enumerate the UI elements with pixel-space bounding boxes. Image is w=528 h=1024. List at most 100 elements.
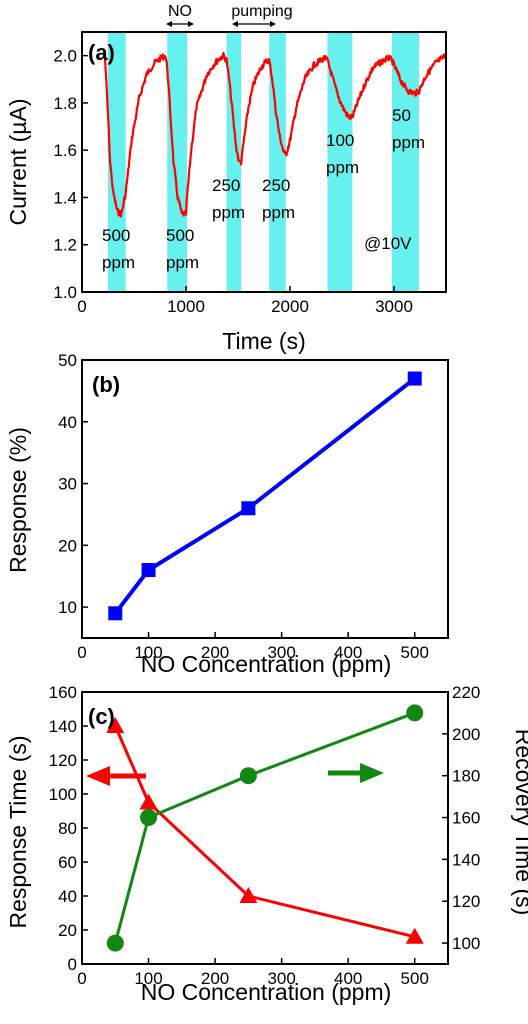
no-exposure-band-0: [108, 32, 126, 292]
recovery-time-point-1: [140, 809, 158, 827]
panel-label-a: (a): [88, 40, 115, 65]
response-time-point-0: [106, 717, 125, 733]
response-series-line: [113, 376, 416, 615]
y-axis-c-left-tick-label-6: 120: [49, 751, 77, 770]
response-series-markers: [108, 371, 422, 621]
x-axis-a-tick-label-3: 3000: [375, 297, 413, 316]
y-axis-c-right-tick-label-5: 200: [452, 725, 480, 744]
x-axis-b-tick-label-4: 400: [334, 643, 362, 662]
x-axis-b-tick-label-5: 500: [401, 643, 429, 662]
voltage-annotation: @10V: [364, 234, 412, 253]
x-axis-label-a: Time (s): [222, 328, 305, 354]
x-axis-a-tick-label-0: 0: [77, 297, 86, 316]
y-axis-b-tick-label-4: 50: [58, 351, 77, 370]
y-axis-ticks-a: 1.0 1.2 1.4 1.6 1.8 2.0: [53, 47, 88, 302]
recovery-time-point-2: [239, 767, 257, 785]
x-axis-b-tick-label-1: 100: [134, 643, 162, 662]
conc-label-2-unit: ppm: [166, 253, 199, 272]
x-axis-c-tick-label-0: 0: [77, 969, 86, 988]
x-axis-c-tick-label-3: 300: [267, 969, 295, 988]
recovery-time-markers: [106, 704, 424, 952]
conc-label-3-value: 250: [212, 176, 240, 195]
panel-a-current-vs-time: 0 1000 2000 3000 1.0 1.2 1.4 1.6 1.8 2.0 Time (s…: [5, 3, 448, 354]
y-axis-b-tick-label-2: 30: [58, 475, 77, 494]
y-axis-c-left-tick-label-3: 60: [58, 853, 77, 872]
y-axis-a-tick-label-0: 1.0: [53, 283, 77, 302]
x-axis-a-tick-label-2: 2000: [271, 297, 309, 316]
y-axis-b-tick-label-0: 10: [58, 598, 77, 617]
y-axis-c-left-tick-label-7: 140: [49, 717, 77, 736]
response-time-point-1: [139, 793, 158, 810]
conc-label-6-unit: ppm: [392, 133, 425, 152]
y-axis-b-tick-label-1: 20: [58, 536, 77, 555]
y-axis-c-right-tick-label-4: 180: [452, 767, 480, 786]
y-axis-c-left-tick-label-0: 0: [68, 955, 77, 974]
y-axis-a-tick-label-4: 1.8: [53, 94, 77, 113]
axis-indicator-arrows: [86, 763, 384, 786]
recovery-time-point-3: [406, 704, 424, 722]
no-exposure-band-5: [391, 32, 419, 292]
y-axis-label-b: Response (%): [5, 427, 31, 573]
y-axis-c-right-tick-label-3: 160: [452, 809, 480, 828]
conc-label-5-unit: ppm: [326, 158, 359, 177]
response-time-line: [113, 725, 416, 939]
x-axis-ticks-a: 0 1000 2000 3000: [77, 286, 413, 316]
panel-label-b: (b): [92, 372, 120, 397]
plot-frame-a: [81, 31, 447, 293]
conc-label-2-value: 500: [166, 226, 194, 245]
y-axis-c-left-tick-label-8: 160: [49, 683, 77, 702]
left-y-axis-label-c: Response Time (s): [5, 735, 31, 928]
y-axis-c-left-tick-label-5: 100: [49, 785, 77, 804]
response-point-2: [241, 501, 256, 516]
no-annotation: NO: [168, 3, 192, 20]
x-axis-c-tick-label-1: 100: [134, 969, 162, 988]
x-axis-c-tick-label-4: 400: [334, 969, 362, 988]
y-axis-a-tick-label-5: 2.0: [53, 47, 77, 66]
response-time-markers: [106, 717, 424, 944]
conc-label-1-unit: ppm: [102, 253, 135, 272]
response-time-point-3: [405, 927, 424, 944]
recovery-time-line: [113, 711, 416, 944]
y-axis-ticks-b: 10 20 30 40 50: [58, 351, 88, 617]
right-y-axis-label-c: Recovery Time (s): [511, 729, 528, 916]
y-axis-c-left-tick-label-1: 20: [58, 921, 77, 940]
pumping-annotation: pumping: [231, 3, 292, 20]
conc-label-4-value: 250: [262, 176, 290, 195]
y-axis-c-right-tick-label-6: 220: [452, 683, 480, 702]
x-axis-c-tick-label-5: 500: [401, 969, 429, 988]
no-interval-arrow: [166, 21, 194, 27]
y-axis-a-tick-label-3: 1.6: [53, 141, 77, 160]
conc-label-1-value: 500: [102, 226, 130, 245]
left-y-axis-ticks-c: 0 20 40 60 80 100 120 140 160: [49, 683, 88, 974]
response-point-1: [141, 563, 156, 578]
x-axis-label-c: NO Concentration (ppm): [141, 979, 392, 1005]
x-axis-ticks-b: 0 100 200 300 400 500: [77, 632, 429, 662]
y-axis-a-tick-label-2: 1.4: [53, 188, 77, 207]
x-axis-a-tick-label-1: 1000: [167, 297, 205, 316]
y-axis-a-tick-label-1: 1.2: [53, 236, 77, 255]
concentration-labels: 500 ppm 500 ppm 250 ppm 250 ppm 100 ppm …: [102, 106, 425, 272]
panel-label-c: (c): [88, 704, 115, 729]
conc-label-3-unit: ppm: [212, 203, 245, 222]
no-exposure-band-1: [167, 32, 188, 292]
panel-b-response-vs-concentration: 0 100 200 300 400 500 10 20 30 40 50 NO Concentra…: [5, 351, 449, 677]
right-axis-arrow-head: [360, 763, 384, 783]
conc-label-5-value: 100: [326, 131, 354, 150]
y-axis-c-left-tick-label-2: 40: [58, 887, 77, 906]
x-axis-ticks-c: 0 100 200 300 400 500: [77, 958, 429, 988]
pumping-interval-arrow: [232, 21, 276, 27]
y-axis-b-tick-label-3: 40: [58, 413, 77, 432]
recovery-time-point-0: [106, 934, 124, 952]
plot-frame-c: [81, 691, 449, 965]
response-point-0: [108, 606, 123, 621]
y-axis-c-right-tick-label-1: 120: [452, 892, 480, 911]
x-axis-label-b: NO Concentration (ppm): [141, 651, 392, 677]
response-point-3: [407, 371, 422, 386]
plot-frame-b: [81, 359, 449, 639]
conc-label-4-unit: ppm: [262, 203, 295, 222]
panel-c-response-recovery-time: 0 100 200 300 400 500 0 20 40 60 80 100 120 140 160 1…: [5, 683, 528, 1005]
x-axis-c-tick-label-2: 200: [201, 969, 229, 988]
right-y-axis-ticks-c: 100 120 140 160 180 200 220: [442, 683, 480, 953]
y-axis-c-right-tick-label-2: 140: [452, 850, 480, 869]
